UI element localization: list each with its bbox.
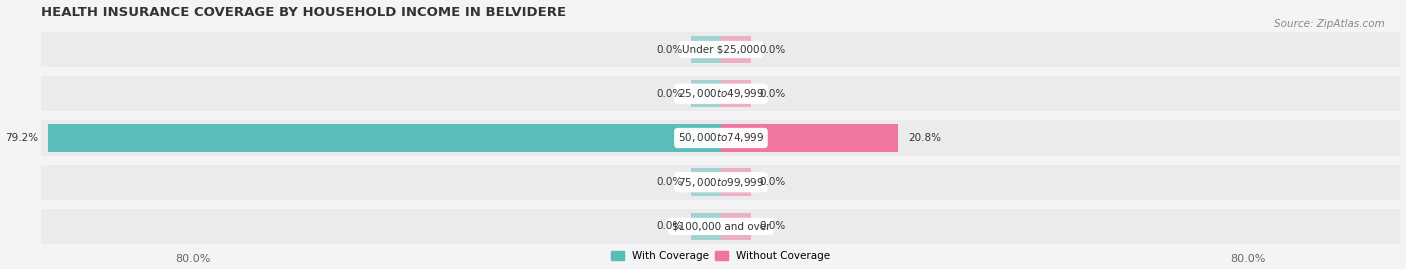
Bar [692, 168, 721, 196]
Bar [41, 165, 1400, 200]
Bar [721, 80, 751, 108]
Text: 20.8%: 20.8% [908, 133, 941, 143]
Text: 0.0%: 0.0% [657, 89, 683, 99]
Text: 0.0%: 0.0% [759, 177, 786, 187]
Bar [48, 124, 721, 152]
Bar [41, 32, 1400, 67]
Text: 80.0%: 80.0% [1230, 254, 1265, 264]
Text: 0.0%: 0.0% [657, 45, 683, 55]
Bar [721, 213, 751, 240]
Bar [41, 76, 1400, 111]
Text: $100,000 and over: $100,000 and over [672, 221, 770, 231]
Bar [41, 120, 1400, 156]
Bar [721, 36, 751, 63]
Text: 79.2%: 79.2% [4, 133, 38, 143]
Text: Under $25,000: Under $25,000 [682, 45, 759, 55]
Bar [721, 168, 751, 196]
Text: Source: ZipAtlas.com: Source: ZipAtlas.com [1274, 19, 1385, 29]
Text: 0.0%: 0.0% [657, 221, 683, 231]
Bar [721, 124, 897, 152]
Text: 0.0%: 0.0% [759, 221, 786, 231]
Bar [692, 80, 721, 108]
Text: 0.0%: 0.0% [759, 45, 786, 55]
Text: $25,000 to $49,999: $25,000 to $49,999 [678, 87, 763, 100]
Text: 0.0%: 0.0% [657, 177, 683, 187]
Bar [692, 36, 721, 63]
Bar [692, 213, 721, 240]
Text: $75,000 to $99,999: $75,000 to $99,999 [678, 176, 763, 189]
Text: 0.0%: 0.0% [759, 89, 786, 99]
Text: $50,000 to $74,999: $50,000 to $74,999 [678, 132, 763, 144]
Bar [41, 209, 1400, 244]
Legend: With Coverage, Without Coverage: With Coverage, Without Coverage [607, 247, 835, 265]
Text: HEALTH INSURANCE COVERAGE BY HOUSEHOLD INCOME IN BELVIDERE: HEALTH INSURANCE COVERAGE BY HOUSEHOLD I… [41, 6, 567, 19]
Text: 80.0%: 80.0% [176, 254, 211, 264]
